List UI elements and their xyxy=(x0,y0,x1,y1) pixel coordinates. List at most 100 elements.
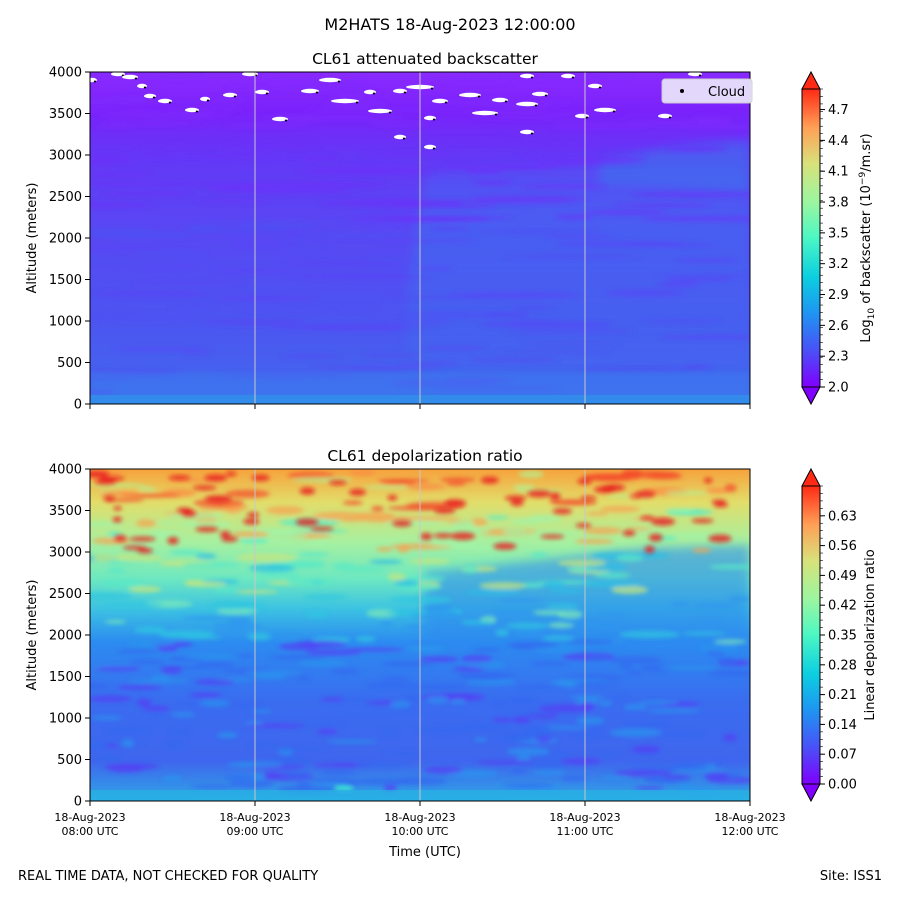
backscatter-streak xyxy=(136,265,197,270)
depolarization-streak xyxy=(195,661,236,669)
backscatter-streak xyxy=(278,116,323,122)
backscatter-streak xyxy=(432,78,516,84)
colorbar-tick-label: 4.7 xyxy=(828,103,849,118)
depolarization-hotspot xyxy=(192,485,217,491)
x-tick-label: 11:00 UTC xyxy=(556,825,613,838)
depolarization-hotspot xyxy=(635,490,656,498)
depolarization-streak xyxy=(403,693,424,703)
backscatter-streak xyxy=(294,275,436,280)
backscatter-streak xyxy=(632,191,750,197)
depolarization-streak xyxy=(376,546,393,552)
depolarization-streak xyxy=(713,639,747,644)
depolarization-streak xyxy=(671,601,690,607)
depolarization-hotspot xyxy=(219,530,231,538)
depolarization-streak xyxy=(575,698,600,705)
depolarization-streak xyxy=(249,563,296,573)
backscatter-streak xyxy=(659,334,750,340)
cloud-dot xyxy=(284,119,288,122)
cloud-dot xyxy=(372,92,376,95)
backscatter-streak xyxy=(663,72,750,76)
depolarization-streak xyxy=(595,752,622,757)
depolarization-streak xyxy=(540,725,589,730)
depolarization-streak xyxy=(619,630,680,639)
depolarization-streak xyxy=(355,512,395,519)
depolarization-hotspot xyxy=(450,532,476,540)
depolarization-streak xyxy=(221,630,247,635)
depolarization-hotspot xyxy=(580,495,597,501)
depolarization-streak xyxy=(142,705,170,712)
depolarization-streak xyxy=(190,784,236,789)
x-tick-label: 10:00 UTC xyxy=(391,825,448,838)
cloud-gap xyxy=(472,110,498,116)
depolarization-streak xyxy=(408,575,446,582)
depolarization-streak xyxy=(297,551,330,558)
depolarization-streak xyxy=(151,711,165,719)
backscatter-streak xyxy=(101,191,195,196)
depolarization-hotspot xyxy=(644,545,655,554)
cloud-dot xyxy=(206,99,210,102)
depolarization-vgrid xyxy=(254,469,586,801)
depolarization-streak xyxy=(266,506,304,515)
depolarization-streak xyxy=(162,775,182,782)
depolarization-streak xyxy=(658,665,719,671)
depolarization-streak xyxy=(380,480,416,486)
depolarization-hotspot xyxy=(167,536,179,545)
colorbar-tick-label: 3.2 xyxy=(828,257,849,272)
backscatter-streak xyxy=(369,319,454,326)
backscatter-streak xyxy=(465,72,508,75)
depolarization-streak xyxy=(569,695,605,700)
backscatter-streak xyxy=(232,240,305,248)
site-label: Site: ISS1 xyxy=(819,869,882,884)
cloud-gap xyxy=(520,73,534,79)
colorbar-extend-min xyxy=(801,386,821,406)
depolarization-streak xyxy=(297,675,311,681)
legend[interactable]: Cloud xyxy=(661,78,753,104)
backscatter-streak xyxy=(501,253,641,259)
depolarization-streak xyxy=(626,670,643,676)
depolarization-streak xyxy=(213,587,239,593)
depolarization-streak xyxy=(304,594,348,600)
backscatter-streak xyxy=(260,77,334,82)
cloud-dot xyxy=(265,92,269,95)
depolarization-streak xyxy=(513,715,531,724)
depolarization-streak xyxy=(691,548,712,553)
backscatter-streak xyxy=(375,239,480,243)
backscatter-streak xyxy=(211,268,295,274)
backscatter-streak xyxy=(400,361,460,365)
quality-disclaimer: REAL TIME DATA, NOT CHECKED FOR QUALITY xyxy=(18,869,319,884)
x-tick-label: 18-Aug-2023 xyxy=(549,811,620,824)
depolarization-streak xyxy=(104,726,150,735)
legend-cloud-label: Cloud xyxy=(708,85,745,100)
depolarization-xlabel: Time (UTC) xyxy=(388,845,461,860)
backscatter-streak xyxy=(194,199,272,204)
depolarization-streak xyxy=(225,489,270,499)
depolarization-streak xyxy=(326,739,378,744)
depolarization-streak xyxy=(110,553,163,562)
depolarization-hotspot xyxy=(251,474,270,482)
x-tick-label: 12:00 UTC xyxy=(721,825,778,838)
depolarization-streak xyxy=(121,739,135,748)
backscatter-streak xyxy=(383,294,512,300)
depolarization-streak xyxy=(705,487,729,494)
backscatter-streak xyxy=(469,195,589,201)
backscatter-streak xyxy=(443,199,579,204)
y-tick-label: 2500 xyxy=(49,587,82,602)
y-tick-label: 3500 xyxy=(49,107,82,122)
cloud-dot xyxy=(530,132,534,135)
colorbar-tick-label: 2.9 xyxy=(828,288,849,303)
depolarization-streak xyxy=(271,746,327,752)
depolarization-streak xyxy=(92,553,114,563)
depolarization-streak xyxy=(397,544,410,553)
depolarization-title: CL61 depolarization ratio xyxy=(327,447,522,465)
depolarization-streak xyxy=(171,712,196,718)
depolarization-streak xyxy=(157,629,215,638)
x-tick-label: 18-Aug-2023 xyxy=(384,811,455,824)
depolarization-streak xyxy=(394,706,420,711)
y-tick-label: 4000 xyxy=(49,463,82,478)
depolarization-streak xyxy=(208,600,253,610)
depolarization-streak xyxy=(256,571,300,578)
backscatter-streak xyxy=(222,123,311,128)
depolarization-streak xyxy=(522,582,544,589)
depolarization-streak xyxy=(502,529,527,536)
backscatter-streak xyxy=(244,141,322,149)
